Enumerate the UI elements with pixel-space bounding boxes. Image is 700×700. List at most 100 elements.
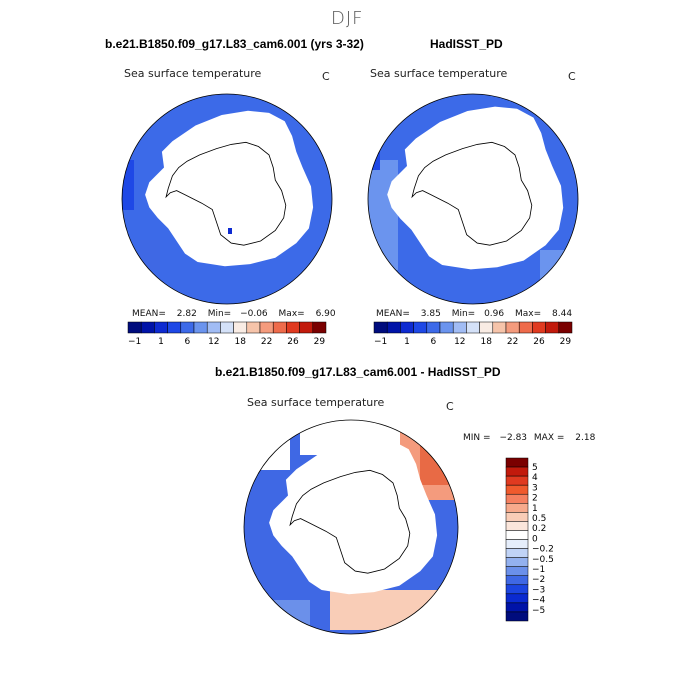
- max-value: 8.44: [552, 309, 573, 319]
- colorbar-tick-label: 12: [208, 337, 219, 347]
- colorbar-tick-label: 22: [507, 337, 518, 347]
- colorbar-swatch: [505, 521, 529, 531]
- colorbar-swatch: [505, 321, 520, 334]
- min-value: −2.83: [499, 433, 528, 443]
- colorbar-tick-label: 1: [404, 337, 410, 347]
- colorbar-swatch: [154, 321, 168, 334]
- colorbar-swatch: [193, 321, 208, 334]
- colorbar-swatch: [167, 321, 182, 334]
- page-title: DJF: [331, 8, 364, 29]
- colorbar-tick-label: −0.2: [532, 545, 554, 555]
- colorbar-tick-label: 1: [532, 504, 538, 514]
- min-label: Min=: [451, 309, 476, 319]
- colorbar-obs: −1 1 6 12 18 22 26 29: [373, 321, 573, 347]
- colorbar-tick-label: −3: [532, 585, 545, 595]
- colorbar-tick-label: 0.2: [532, 524, 546, 534]
- colorbar-tick-label: 5: [532, 463, 538, 473]
- max-label: MAX =: [533, 433, 565, 443]
- colorbar-swatch: [373, 321, 388, 334]
- colorbar-swatch: [518, 321, 533, 334]
- mean-label: MEAN=: [132, 309, 166, 319]
- colorbar-swatch: [140, 321, 155, 334]
- colorbar-tick-label: −4: [532, 596, 546, 606]
- variable-label-model: Sea surface temperature: [124, 67, 262, 80]
- colorbar-swatch: [492, 321, 507, 334]
- colorbar-swatch: [466, 321, 480, 334]
- variable-label-obs: Sea surface temperature: [370, 67, 508, 80]
- units-label-model: C: [322, 70, 330, 83]
- mean-value: 3.85: [420, 309, 441, 319]
- min-label: Min=: [207, 309, 232, 319]
- colorbar-swatch: [505, 475, 529, 486]
- colorbar-tick-label: 29: [560, 337, 572, 347]
- colorbar-swatch: [127, 321, 142, 334]
- colorbar-tick-label: 18: [480, 337, 492, 347]
- colorbar-swatch: [386, 321, 401, 334]
- colorbar-swatch: [299, 321, 314, 334]
- max-value: 2.18: [575, 433, 596, 443]
- colorbar-tick-label: 1: [158, 337, 164, 347]
- colorbar-tick-label: 4: [532, 473, 538, 483]
- panel-header-model: b.e21.B1850.f09_g17.L83_cam6.001 (yrs 3-…: [105, 37, 364, 51]
- colorbar-swatch: [413, 321, 428, 334]
- colorbar-swatch: [505, 530, 529, 540]
- colorbar-swatch: [505, 512, 529, 522]
- colorbar-tick-label: 0.5: [532, 514, 546, 524]
- colorbar-tick-label: 3: [532, 483, 538, 493]
- colorbar-swatch: [259, 321, 274, 334]
- colorbar-swatch: [505, 493, 529, 504]
- colorbar-swatch: [286, 321, 300, 334]
- colorbar-tick-label: −2: [532, 575, 545, 585]
- min-label: MIN =: [463, 433, 491, 443]
- colorbar-swatch: [479, 321, 494, 334]
- min-value: −0.06: [240, 309, 268, 319]
- colorbar-tick-label: 6: [431, 337, 437, 347]
- map-panel-diff: [244, 420, 458, 634]
- colorbar-swatch: [439, 321, 454, 334]
- mean-label: MEAN=: [376, 309, 410, 319]
- colorbar-swatch: [400, 321, 414, 334]
- colorbar-swatch: [505, 575, 529, 586]
- colorbar-swatch: [312, 321, 327, 334]
- max-value: 6.90: [315, 309, 336, 319]
- colorbar-swatch: [505, 548, 529, 558]
- colorbar-swatch: [505, 539, 529, 549]
- colorbar-swatch: [558, 321, 573, 334]
- colorbar-swatch: [505, 557, 529, 567]
- colorbar-tick-label: −0.5: [532, 555, 554, 565]
- colorbar-swatch: [505, 484, 529, 495]
- stats-model: MEAN= 2.82 Min= −0.06 Max= 6.90: [132, 309, 336, 319]
- colorbar-swatch: [505, 457, 529, 468]
- colorbar-swatch: [505, 593, 529, 604]
- colorbar-swatch: [505, 466, 529, 477]
- colorbar-model: −1 1 6 12 18 22 26 29: [127, 321, 327, 347]
- colorbar-tick-label: 2: [532, 494, 538, 504]
- colorbar-tick-label: 12: [454, 337, 465, 347]
- units-label-obs: C: [568, 70, 576, 83]
- colorbar-swatch: [505, 611, 529, 622]
- panel-header-obs: HadISST_PD: [430, 37, 503, 51]
- colorbar-swatch: [505, 503, 529, 513]
- colorbar-swatch: [505, 602, 529, 613]
- colorbar-swatch: [426, 321, 441, 334]
- colorbar-tick-label: −1: [532, 565, 545, 575]
- mean-value: 2.82: [176, 309, 197, 319]
- colorbar-swatch: [220, 321, 234, 334]
- stats-obs: MEAN= 3.85 Min= 0.96 Max= 8.44: [376, 309, 572, 319]
- colorbar-swatch: [272, 321, 287, 334]
- colorbar-tick-label: 0: [532, 534, 538, 544]
- colorbar-tick-label: 29: [314, 337, 326, 347]
- colorbar-tick-label: 22: [261, 337, 272, 347]
- max-label: Max=: [278, 309, 305, 319]
- max-label: Max=: [515, 309, 542, 319]
- colorbar-tick-label: −1: [374, 337, 387, 347]
- colorbar-swatch: [452, 321, 467, 334]
- colorbar-tick-label: −5: [532, 606, 545, 616]
- colorbar-swatch: [246, 321, 261, 334]
- colorbar-tick-label: 6: [185, 337, 191, 347]
- colorbar-swatch: [180, 321, 195, 334]
- colorbar-swatch: [505, 584, 529, 595]
- stats-diff: MIN = −2.83 MAX = 2.18: [463, 433, 595, 443]
